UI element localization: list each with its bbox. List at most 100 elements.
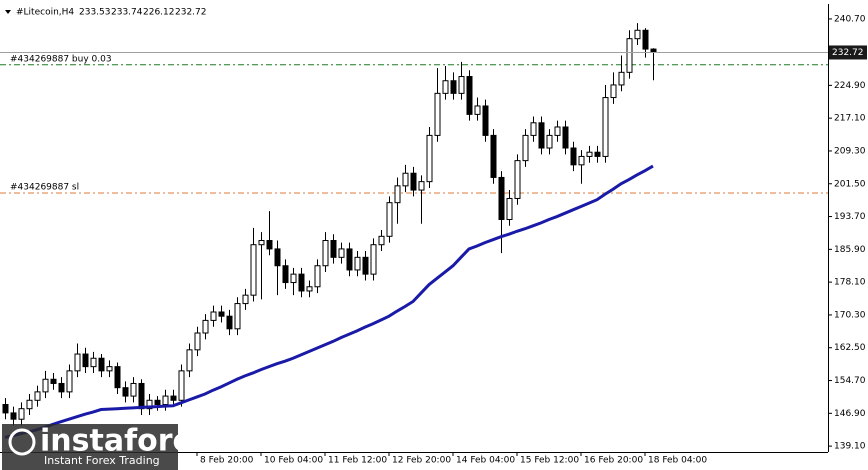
x-tick-label: 8 Feb 20:00 (200, 456, 254, 466)
candle-body (458, 76, 465, 94)
candle-body (98, 357, 105, 372)
x-tick-label: 10 Feb 04:00 (264, 456, 323, 466)
candle-body (330, 240, 337, 258)
candle-body (618, 71, 625, 86)
candle-body (18, 408, 25, 420)
candle-body (530, 122, 537, 136)
candle-body (290, 273, 297, 284)
candle-body (442, 80, 449, 94)
ohlc-low: 226.12 (143, 8, 175, 18)
candle-body (498, 176, 505, 220)
candle-body (154, 399, 161, 405)
candle-body (554, 126, 561, 136)
candle-body (394, 185, 401, 204)
candle-body (626, 38, 633, 73)
ohlc-close: 232.72 (175, 8, 207, 18)
y-tick-label: 193.70 (834, 212, 866, 222)
candle-body (338, 248, 345, 258)
candle-body (546, 134, 553, 149)
candle-body (570, 147, 577, 166)
candle-body (162, 395, 169, 405)
candle-body (418, 181, 425, 191)
candle-body (434, 92, 441, 136)
candle-body (602, 97, 609, 157)
y-tick-label: 224.90 (834, 81, 866, 91)
x-tick-label: 18 Feb 04:00 (648, 456, 707, 466)
candle-body (114, 366, 121, 389)
candle-body (634, 29, 641, 40)
candle-body (226, 315, 233, 330)
candle-body (314, 265, 321, 288)
y-tick-label: 209.30 (834, 146, 866, 156)
candle-body (274, 248, 281, 267)
candle-body (642, 29, 649, 50)
candle-body (138, 382, 145, 410)
candle-body (74, 353, 81, 372)
candle-body (586, 151, 593, 157)
candle-body (306, 286, 313, 292)
last-price-label: 232.72 (832, 48, 864, 58)
candle-body (578, 155, 585, 166)
logo: instaforex Instant Forex Trading (2, 424, 212, 470)
candle-body (66, 370, 73, 393)
candle-body (2, 403, 9, 414)
candle-body (170, 395, 177, 401)
candle-body (194, 332, 201, 351)
menu-icon[interactable] (5, 10, 11, 14)
candle-body (202, 319, 209, 334)
candle-body (562, 126, 569, 149)
candle-body (26, 399, 33, 410)
candle-body (82, 353, 89, 368)
logo-icon (8, 428, 36, 456)
candle-body (426, 134, 433, 183)
candle-body (90, 357, 97, 368)
y-tick-label: 162.50 (834, 343, 866, 353)
candle-body (610, 84, 617, 99)
candle-body (178, 370, 185, 401)
candle-body (186, 349, 193, 372)
y-tick-label: 154.70 (834, 376, 866, 386)
candle-body (386, 202, 393, 237)
candle-body (522, 134, 529, 162)
candle-body (50, 378, 57, 384)
candle-body (402, 172, 409, 187)
candle-body (514, 160, 521, 199)
y-tick-label: 240.70 (834, 14, 866, 24)
candle-body (450, 80, 457, 94)
x-tick-label: 11 Feb 12:00 (328, 456, 387, 466)
x-tick-label: 15 Feb 12:00 (520, 456, 579, 466)
candle-body (370, 244, 377, 275)
candle-body (58, 382, 65, 393)
candle-body (410, 172, 417, 191)
moving-average (4, 164, 654, 439)
y-tick-label: 185.90 (834, 245, 866, 255)
candle-body (474, 105, 481, 115)
candle-body (594, 151, 601, 157)
candle-body (10, 412, 17, 420)
last-price-box (829, 45, 867, 60)
candle-body (490, 134, 497, 178)
logo-name: instaforex (40, 424, 212, 459)
candle-body (122, 387, 129, 397)
candle-body (130, 382, 137, 397)
candle-body (354, 256, 361, 271)
candle-body (282, 265, 289, 284)
candle-body (242, 294, 249, 305)
y-tick-label: 170.30 (834, 310, 866, 320)
candle-body (466, 76, 473, 115)
candle-body (42, 378, 49, 393)
candle-body (106, 366, 113, 372)
candle-body (482, 105, 489, 136)
candle-body (322, 240, 329, 267)
candle-body (218, 311, 225, 317)
candle-body (346, 248, 353, 271)
order-label: #434269887 sl (10, 183, 79, 193)
candle-body (650, 48, 657, 53)
y-tick-label: 201.50 (834, 179, 866, 189)
x-tick-label: 16 Feb 20:00 (584, 456, 643, 466)
y-tick-label: 146.90 (834, 409, 866, 419)
candle-body (34, 391, 41, 401)
